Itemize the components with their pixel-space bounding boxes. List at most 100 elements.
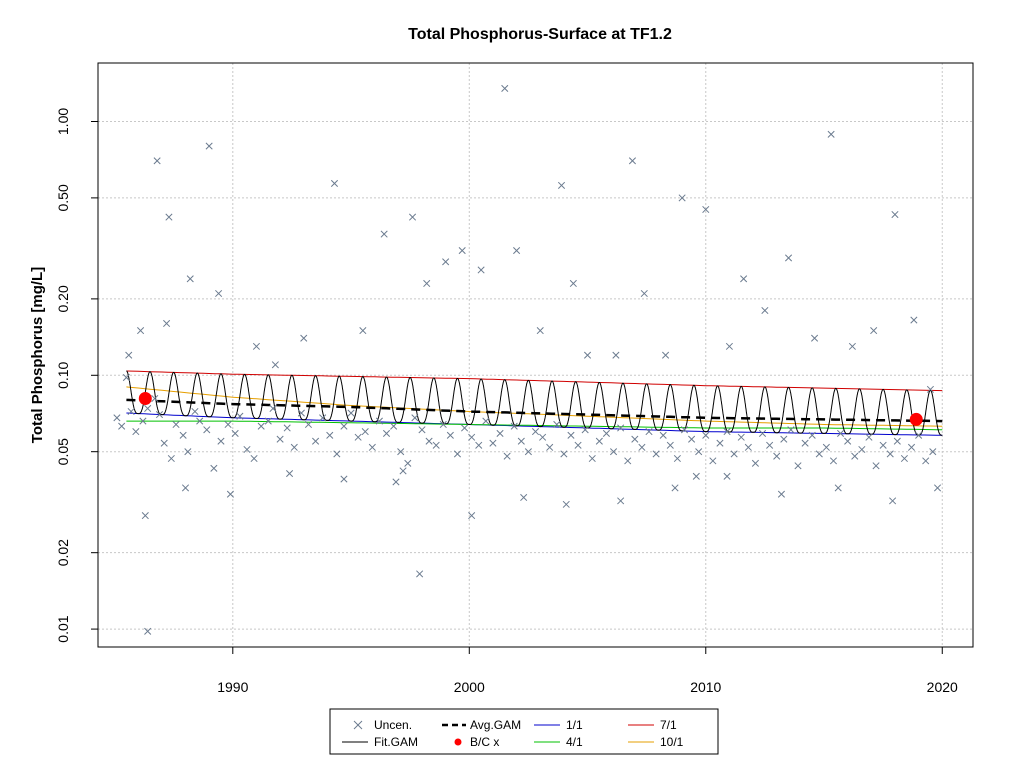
uncen-point	[737, 433, 745, 441]
uncen-point-stroke	[628, 157, 637, 165]
uncen-point-stroke	[617, 497, 625, 505]
uncen-point-stroke	[624, 457, 632, 465]
uncen-point	[678, 194, 686, 202]
uncen-point	[766, 441, 774, 449]
uncen-point	[122, 373, 130, 382]
uncen-point	[155, 411, 164, 419]
uncen-point-stroke	[915, 431, 923, 439]
uncen-point	[368, 443, 376, 451]
uncen-point	[191, 407, 199, 416]
uncen-point	[404, 459, 412, 467]
uncen-point-stroke	[723, 472, 731, 480]
uncen-point-stroke	[889, 497, 897, 505]
uncen-point-stroke	[588, 454, 596, 463]
uncen-point-stroke	[546, 443, 554, 451]
uncen-point	[539, 433, 547, 441]
uncen-point-stroke	[837, 429, 845, 437]
uncen-point	[536, 327, 544, 335]
uncen-point	[858, 445, 866, 454]
uncen-point	[740, 275, 748, 283]
uncen-point-stroke	[834, 484, 842, 492]
uncen-point-stroke	[808, 431, 816, 439]
uncen-point	[567, 431, 575, 439]
uncen-point	[777, 490, 785, 498]
uncen-point	[834, 484, 842, 492]
uncen-point-stroke	[891, 210, 899, 219]
uncen-point-stroke	[730, 450, 738, 458]
grid	[98, 63, 973, 647]
uncen-point-stroke	[520, 493, 528, 502]
uncen-point	[276, 435, 284, 443]
uncen-point-stroke	[680, 426, 689, 434]
uncen-point-stroke	[172, 420, 180, 429]
uncen-point-stroke	[777, 490, 785, 498]
uncen-point-stroke	[359, 327, 367, 335]
uncen-point	[179, 431, 187, 439]
legend-swatch	[454, 738, 462, 746]
uncen-point	[340, 422, 348, 430]
uncen-point-stroke	[141, 512, 149, 520]
y-tick-label: 0.20	[55, 285, 71, 312]
uncen-point	[666, 441, 674, 449]
uncen-point-stroke	[215, 289, 223, 298]
uncen-point-stroke	[744, 443, 752, 451]
uncen-point	[127, 407, 135, 416]
uncen-point-stroke	[163, 319, 171, 328]
uncen-point-stroke	[312, 437, 320, 445]
uncen-point-stroke	[252, 342, 260, 350]
uncen-point	[725, 342, 733, 350]
uncen-point-stroke	[271, 361, 279, 369]
uncen-point-stroke	[340, 422, 348, 430]
uncen-point	[205, 142, 213, 150]
uncen-point	[865, 433, 873, 441]
uncen-point	[326, 431, 334, 439]
legend-item-jan: 1/1	[534, 718, 583, 732]
uncen-point	[907, 443, 916, 451]
uncen-point	[416, 570, 424, 578]
y-tick-label: 1.00	[55, 108, 71, 135]
legend-item-apr: 4/1	[534, 735, 583, 749]
uncen-point-stroke	[132, 428, 140, 436]
uncen-point-stroke	[418, 426, 426, 434]
uncen-point-stroke	[165, 213, 173, 221]
uncen-point	[418, 426, 426, 434]
uncen-point	[300, 334, 308, 342]
uncen-point-stroke	[751, 459, 759, 467]
legend-label: Uncen.	[374, 718, 412, 732]
uncen-point-stroke	[127, 407, 135, 416]
uncen-point-stroke	[929, 448, 937, 456]
uncen-point-stroke	[461, 424, 469, 432]
uncen-point-stroke	[524, 448, 532, 456]
legend: Uncen. Avg.GAM 1/1 7/1 Fit.GAM B/C x 4/1 10/1	[329, 708, 719, 755]
uncen-point	[151, 394, 159, 403]
uncen-point	[631, 435, 639, 443]
uncen-point-stroke	[489, 439, 497, 447]
uncen-point-stroke	[411, 414, 419, 422]
uncen-point	[560, 450, 568, 458]
uncen-point	[271, 361, 279, 369]
uncen-point	[243, 445, 251, 454]
series-lines	[126, 370, 943, 436]
uncen-point	[557, 181, 566, 189]
uncen-point	[910, 316, 918, 324]
uncen-point-stroke	[361, 428, 369, 436]
uncen-point	[186, 275, 194, 283]
uncen-point	[822, 443, 830, 451]
uncen-point-stroke	[709, 457, 717, 465]
uncen-point-stroke	[181, 484, 190, 492]
uncen-point-stroke	[510, 422, 518, 430]
uncen-point-stroke	[716, 439, 724, 447]
uncen-point-stroke	[815, 450, 823, 458]
uncen-point	[144, 404, 152, 413]
uncen-point-stroke	[397, 448, 405, 456]
uncen-point-stroke	[773, 452, 781, 460]
uncen-point-stroke	[125, 351, 133, 359]
uncen-point-stroke	[933, 484, 942, 492]
series-line-jul	[126, 370, 943, 392]
data-points	[113, 84, 942, 635]
uncen-point-stroke	[870, 327, 878, 335]
uncen-point	[380, 230, 388, 238]
uncen-point	[392, 478, 400, 486]
uncen-point-stroke	[326, 431, 334, 439]
uncen-point-stroke	[137, 327, 145, 335]
